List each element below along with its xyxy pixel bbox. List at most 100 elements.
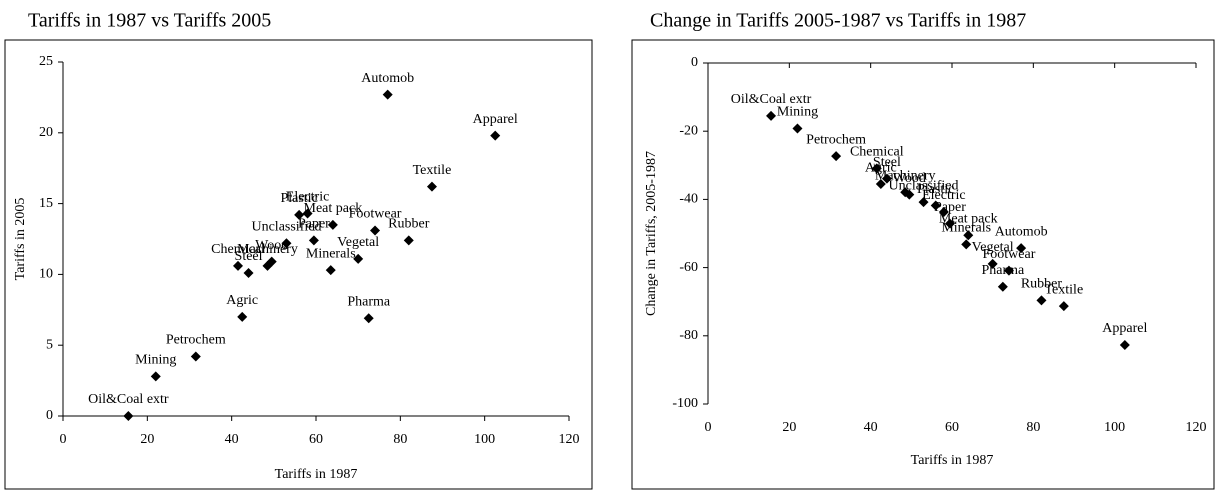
point [302,208,313,219]
point-label: Mining [777,105,818,120]
point-label: Oil&Coal extr [88,392,169,407]
point-label: Textile [1044,282,1083,297]
x-tick-label: 20 [782,420,796,435]
point-label: Automob [361,71,414,86]
point [881,173,892,184]
x-axis-title: Tariffs in 1987 [911,453,994,468]
point-label: Automob [995,224,1048,239]
point-label: Rubber [1021,277,1063,292]
y-tick-label: 0 [46,408,53,423]
x-tick-label: 120 [1186,420,1207,435]
point-label: Unclassified [889,178,959,193]
point-label: Rubber [388,217,430,232]
y-tick-label: 0 [691,55,698,70]
point-label: Meat pack [304,201,363,216]
chart-frame [4,39,593,490]
point [243,267,254,278]
point [1058,301,1069,312]
point [875,179,886,190]
y-tick-label: 20 [39,125,53,140]
point [961,239,972,250]
point [1003,265,1014,276]
point-label: Electric [922,188,966,203]
point-label: Agric [226,293,258,308]
point-label: Petrochem [166,333,226,348]
point-label: Minerals [941,221,991,236]
point-label: Machinery [237,242,298,257]
y-tick-label: -60 [679,260,698,275]
point [490,130,501,141]
x-tick-label: 120 [559,432,580,447]
point-label: Paper [298,217,330,232]
point [327,219,338,230]
point-label: Oil&Coal extr [731,92,812,107]
point [944,218,955,229]
y-tick-label: -20 [679,123,698,138]
point-label: Steel [873,155,901,170]
y-tick-label: -40 [679,192,698,207]
point [1016,243,1027,254]
point-label: Vegetal [972,240,1014,255]
point [963,230,974,241]
point [353,253,364,264]
point [930,200,941,211]
point-label: Plastic [280,191,317,206]
x-tick-label: 0 [60,432,67,447]
point [266,256,277,267]
point-label: Machinery [875,168,936,183]
point [1036,295,1047,306]
y-axis-title: Change in Tariffs, 2005-1987 [644,151,659,316]
point [987,258,998,269]
point-label: Footwear [982,247,1035,262]
point [325,265,336,276]
x-tick-label: 20 [140,432,154,447]
point-label: Apparel [473,112,518,127]
point [370,225,381,236]
x-tick-label: 40 [225,432,239,447]
x-axis-title: Tariffs in 1987 [275,467,358,482]
point [831,151,842,162]
x-tick-label: 80 [393,432,407,447]
x-tick-label: 0 [705,420,712,435]
point-label: Plastic [917,182,954,197]
y-tick-label: 15 [39,196,53,211]
x-tick-label: 100 [1104,420,1125,435]
y-tick-label: -100 [672,396,698,411]
y-tick-label: 10 [39,267,53,282]
point-label: Pharma [347,295,391,310]
point [766,110,777,121]
point [363,313,374,324]
point [918,197,929,208]
point [1119,340,1130,351]
x-tick-label: 40 [864,420,878,435]
y-tick-label: -80 [679,328,698,343]
point [382,89,393,100]
point [938,207,949,218]
x-tick-label: 60 [945,420,959,435]
y-tick-label: 25 [39,54,53,69]
point [403,235,414,246]
point [997,281,1008,292]
y-axis-title: Tariffs in 2005 [13,198,28,281]
point [871,163,882,174]
point [308,235,319,246]
point-label: Unclassified [251,219,321,234]
x-tick-label: 100 [474,432,495,447]
point-label: Apparel [1102,321,1147,336]
point-label: Textile [413,163,452,178]
point-label: Petrochem [806,132,866,147]
point-label: Footwear [349,207,402,222]
point-label: Mining [135,353,176,368]
point [294,209,305,220]
point-label: Steel [235,249,263,264]
point-label: Vegetal [337,235,379,250]
point-label: Minerals [306,246,356,261]
point-label: Wood [893,171,926,186]
chart-frame [631,39,1215,490]
point-label: Pharma [981,263,1025,278]
point-label: Electric [286,190,330,205]
point-label: Wood [255,238,288,253]
point [281,238,292,249]
